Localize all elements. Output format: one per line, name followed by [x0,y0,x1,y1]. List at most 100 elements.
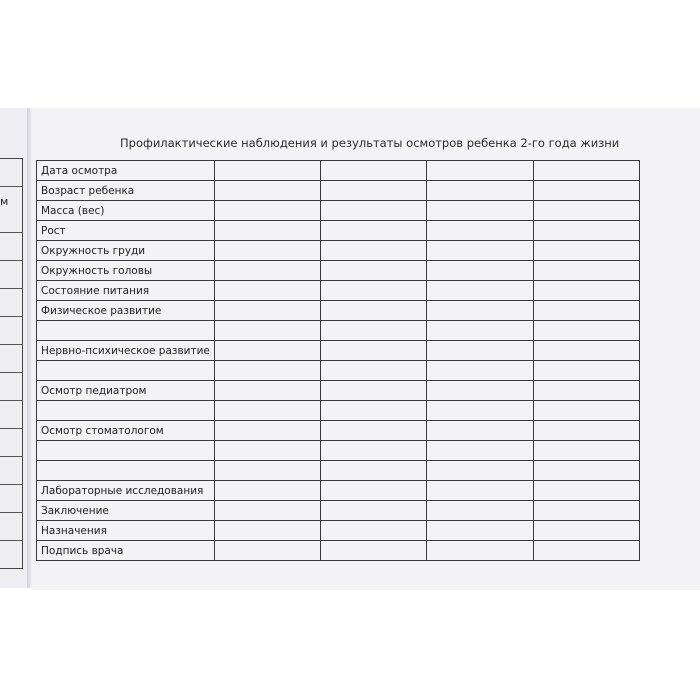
blank-cell [213,540,322,561]
blank-cell [320,180,428,201]
row-label [36,400,215,421]
table-row [36,440,641,461]
blank-cell [532,460,641,481]
table-row: Заключение [36,500,641,521]
blank-cell [426,380,534,401]
row-label [36,440,215,461]
blank-cell [320,420,428,441]
table-row: Возраст ребенка [36,180,641,201]
table-row [36,460,641,481]
row-label: Масса (вес) [36,200,215,221]
row-label: Осмотр педиатром [36,380,215,401]
blank-cell [532,320,641,341]
table-row [36,320,641,341]
row-label [36,360,215,381]
table-row: Рост [36,220,641,241]
blank-cell [426,240,534,261]
table-row: Осмотр стоматологом [36,420,641,441]
table-row [36,360,641,381]
blank-cell [213,320,322,341]
blank-cell [213,300,322,321]
table-row: Окружность груди [36,240,641,261]
blank-cell [426,180,534,201]
row-label: Лабораторные исследования [36,480,215,501]
row-label: Осмотр стоматологом [36,420,215,441]
blank-cell [532,360,641,381]
row-label: Окружность груди [36,240,215,261]
blank-cell [426,360,534,381]
table-row: Подпись врача [36,540,641,561]
left-page-fragment: м [0,187,22,233]
blank-cell [426,400,534,421]
blank-cell [426,220,534,241]
blank-cell [320,500,428,521]
blank-cell [426,300,534,321]
blank-cell [426,460,534,481]
blank-cell [320,440,428,461]
blank-cell [320,360,428,381]
blank-cell [532,200,641,221]
blank-cell [426,320,534,341]
blank-cell [213,340,322,361]
blank-cell [213,200,322,221]
blank-cell [213,360,322,381]
row-label: Назначения [36,520,215,541]
page-title: Профилактические наблюдения и результаты… [120,136,620,150]
blank-cell [532,480,641,501]
blank-cell [213,440,322,461]
row-label [36,460,215,481]
blank-cell [426,500,534,521]
row-label: Дата осмотра [36,160,215,181]
blank-cell [532,440,641,461]
blank-cell [320,240,428,261]
blank-cell [213,400,322,421]
blank-cell [320,160,428,181]
blank-cell [213,500,322,521]
blank-cell [213,220,322,241]
blank-cell [532,420,641,441]
blank-cell [532,260,641,281]
blank-cell [320,340,428,361]
blank-cell [532,520,641,541]
blank-cell [426,540,534,561]
blank-cell [426,440,534,461]
book-gutter [27,108,32,588]
blank-cell [320,520,428,541]
exam-table: Дата осмотра Возраст ребенка Масса (вес) Ро… [36,160,641,561]
row-label: Физическое развитие [36,300,215,321]
blank-cell [426,200,534,221]
blank-cell [320,300,428,321]
blank-cell [426,420,534,441]
table-row: Нервно-психическое развитие [36,340,641,361]
blank-cell [532,220,641,241]
blank-cell [213,280,322,301]
blank-cell [426,520,534,541]
blank-cell [532,500,641,521]
blank-cell [532,280,641,301]
blank-cell [426,260,534,281]
table-row: Масса (вес) [36,200,641,221]
row-label: Нервно-психическое развитие [36,340,215,361]
table-row [36,400,641,421]
blank-cell [532,340,641,361]
row-label: Состояние питания [36,280,215,301]
blank-cell [320,320,428,341]
table-row: Окружность головы [36,260,641,281]
blank-cell [532,300,641,321]
blank-cell [426,340,534,361]
blank-cell [213,260,322,281]
blank-cell [426,160,534,181]
blank-cell [426,280,534,301]
row-label: Заключение [36,500,215,521]
table-row: Лабораторные исследования [36,480,641,501]
blank-cell [532,540,641,561]
table-row: Назначения [36,520,641,541]
blank-cell [532,180,641,201]
blank-cell [213,180,322,201]
row-label [36,320,215,341]
blank-cell [320,280,428,301]
blank-cell [213,460,322,481]
blank-cell [320,260,428,281]
table-row: Состояние питания [36,280,641,301]
blank-cell [320,400,428,421]
